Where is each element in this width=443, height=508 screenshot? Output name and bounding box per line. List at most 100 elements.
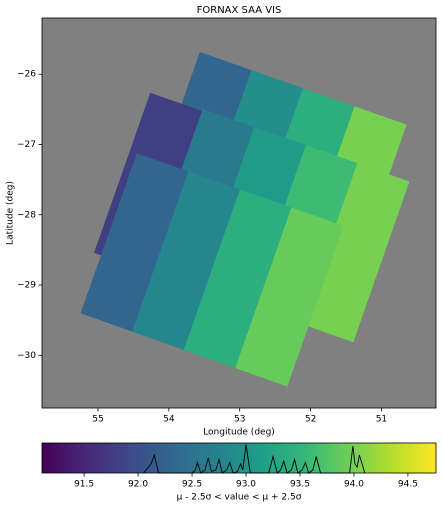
colorbar-cell (225, 443, 230, 473)
colorbar-cell (166, 443, 171, 473)
colorbar-cell (97, 443, 102, 473)
colorbar-cell (78, 443, 82, 473)
colorbar-cell (409, 443, 414, 473)
colorbar-cell (91, 443, 96, 473)
colorbar-cell (84, 443, 89, 473)
colorbar-cell (42, 443, 46, 473)
colorbar-cell (304, 443, 309, 473)
colorbar-cell (124, 443, 128, 473)
colorbar-cell (196, 443, 201, 473)
y-tick-label: −28 (17, 210, 36, 220)
colorbar-cell (255, 443, 260, 473)
colorbar-tick-label: 92.5 (182, 480, 202, 490)
colorbar-cell (74, 443, 79, 473)
colorbar-cell (150, 443, 155, 473)
colorbar-cell (393, 443, 398, 473)
colorbar-cell (281, 443, 286, 473)
colorbar-cell (258, 443, 263, 473)
colorbar-cell (413, 443, 417, 473)
colorbar-cell (160, 443, 164, 473)
colorbar-cell (373, 443, 378, 473)
colorbar-cell (183, 443, 187, 473)
colorbar-cell (110, 443, 115, 473)
colorbar-cell (288, 443, 293, 473)
colorbar-cell (321, 443, 325, 473)
colorbar-cell (301, 443, 306, 473)
colorbar-cell (350, 443, 355, 473)
tile-strip (235, 207, 344, 387)
colorbar-cell (235, 443, 240, 473)
colorbar-tick-label: 91.5 (74, 480, 94, 490)
colorbar-cell (68, 443, 73, 473)
colorbar-tick-label: 94.5 (398, 480, 418, 490)
colorbar-cell (311, 443, 316, 473)
y-axis-label: Latitude (deg) (6, 181, 16, 245)
colorbar-cell (140, 443, 145, 473)
colorbar-cell (58, 443, 63, 473)
colorbar-label: μ - 2.5σ < value < μ + 2.5σ (177, 493, 302, 503)
colorbar-cell (104, 443, 109, 473)
colorbar-cell (432, 443, 437, 473)
colorbar-cell (307, 443, 312, 473)
colorbar-cell (133, 443, 138, 473)
colorbar-cell (390, 443, 394, 473)
colorbar-cell (81, 443, 86, 473)
colorbar-cell (340, 443, 345, 473)
colorbar-cell (353, 443, 358, 473)
colorbar-cell (101, 443, 105, 473)
plot-frame (41, 17, 437, 409)
colorbar-cell (291, 443, 296, 473)
colorbar-tick-label: 92.0 (128, 480, 148, 490)
colorbar-cell (334, 443, 338, 473)
colorbar-cell (176, 443, 181, 473)
colorbar-cell (268, 443, 273, 473)
colorbar-cell (337, 443, 342, 473)
colorbar-cell (399, 443, 404, 473)
colorbar-cell (324, 443, 329, 473)
colorbar-cell (403, 443, 407, 473)
chart-title: FORNAX SAA VIS (197, 5, 282, 16)
colorbar-cell (360, 443, 365, 473)
colorbar-cell (219, 443, 224, 473)
colorbar-cell (327, 443, 332, 473)
colorbar-cell (252, 443, 256, 473)
colorbar-cell (229, 443, 233, 473)
colorbar-cell (330, 443, 335, 473)
colorbar-cell (202, 443, 207, 473)
colorbar-cell (87, 443, 92, 473)
colorbar-cell (383, 443, 388, 473)
colorbar-cell (51, 443, 56, 473)
colorbar-cell (422, 443, 427, 473)
colorbar-cell (64, 443, 69, 473)
y-tick-label: −27 (17, 140, 36, 150)
colorbar-cell (120, 443, 125, 473)
colorbar-cell (137, 443, 141, 473)
colorbar-cell (189, 443, 194, 473)
colorbar-cell (216, 443, 220, 473)
colorbar-cell (222, 443, 227, 473)
colorbar-cell (186, 443, 191, 473)
colorbar-cell (239, 443, 243, 473)
colorbar-cell (153, 443, 158, 473)
colorbar-cell (127, 443, 132, 473)
colorbar-cell (130, 443, 135, 473)
colorbar-cell (294, 443, 299, 473)
colorbar-cell (298, 443, 302, 473)
colorbar-cell (265, 443, 270, 473)
colorbar-cell (278, 443, 283, 473)
colorbar-cell (55, 443, 59, 473)
colorbar-cell (48, 443, 53, 473)
colorbar-cell (416, 443, 421, 473)
colorbar-cell (232, 443, 237, 473)
colorbar-cell (261, 443, 266, 473)
colorbar-cell (367, 443, 371, 473)
colorbar-cell (173, 443, 178, 473)
colorbar-cell (199, 443, 204, 473)
colorbar-cell (143, 443, 148, 473)
colorbar-cell (61, 443, 66, 473)
colorbar-cell (380, 443, 384, 473)
colorbar-cell (107, 443, 112, 473)
colorbar-cell (245, 443, 250, 473)
colorbar-cell (347, 443, 352, 473)
